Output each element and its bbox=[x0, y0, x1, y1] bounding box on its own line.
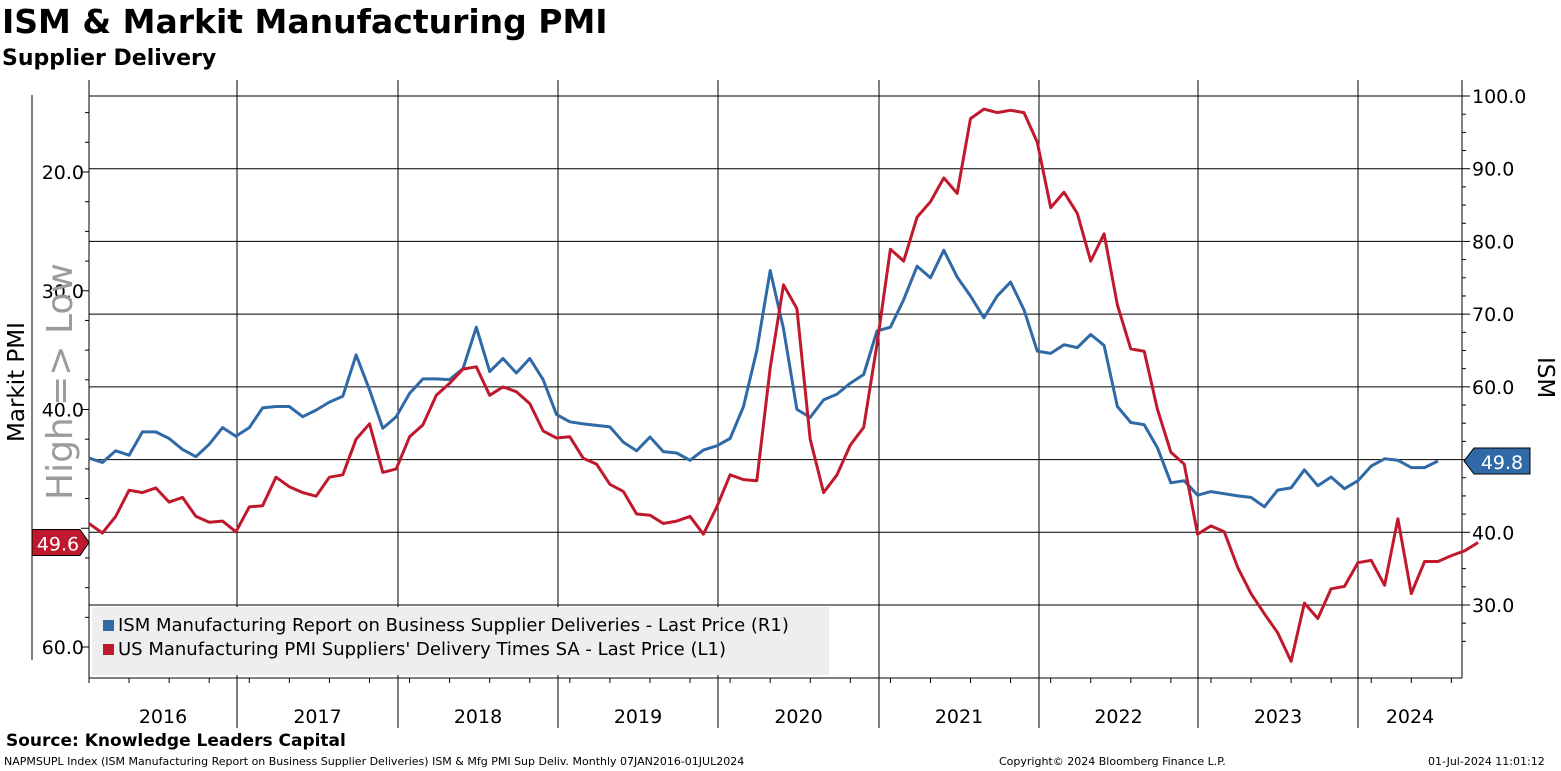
markit-legend-label: US Manufacturing PMI Suppliers' Delivery… bbox=[118, 639, 726, 660]
left-tick-label: 30.0 bbox=[42, 281, 84, 303]
right-tick-label: 40.0 bbox=[1472, 522, 1514, 544]
right-axis-label: ISM bbox=[1532, 357, 1558, 398]
source-note: Source: Knowledge Leaders Capital bbox=[6, 731, 346, 751]
left-tick-label: 20.0 bbox=[42, 162, 84, 184]
x-year-label: 2022 bbox=[1094, 706, 1142, 728]
markit-legend-swatch bbox=[103, 644, 114, 655]
right-tick-label: 100.0 bbox=[1472, 86, 1526, 108]
right-tick-label: 80.0 bbox=[1472, 231, 1514, 253]
markit-last-value-badge bbox=[31, 529, 90, 556]
left-tick-label: 60.0 bbox=[42, 637, 84, 659]
x-year-label: 2021 bbox=[935, 706, 983, 728]
right-tick-label: 30.0 bbox=[1472, 595, 1514, 617]
x-year-label: 2018 bbox=[454, 706, 502, 728]
ism-legend-label: ISM Manufacturing Report on Business Sup… bbox=[118, 615, 789, 636]
left-tick-label: 40.0 bbox=[42, 400, 84, 422]
x-year-label: 2016 bbox=[139, 706, 187, 728]
x-year-label: 2023 bbox=[1254, 706, 1302, 728]
markit-series-line bbox=[88, 107, 1479, 663]
legend-box bbox=[92, 607, 829, 675]
ism-last-value-text: 49.8 bbox=[1481, 452, 1523, 474]
x-year-label: 2024 bbox=[1386, 706, 1434, 728]
ism-series-line bbox=[88, 248, 1439, 509]
ism-legend-swatch bbox=[103, 620, 114, 631]
footer-timestamp: 01-Jul-2024 11:01:12 bbox=[1428, 755, 1545, 768]
right-tick-label: 70.0 bbox=[1472, 304, 1514, 326]
markit-last-value-text: 49.6 bbox=[37, 534, 79, 556]
right-tick-label: 60.0 bbox=[1472, 377, 1514, 399]
footer-copyright: Copyright© 2024 Bloomberg Finance L.P. bbox=[999, 755, 1226, 768]
chart-subtitle: Supplier Delivery bbox=[2, 46, 217, 71]
high-low-annotation: High => Low bbox=[40, 263, 81, 500]
x-year-label: 2019 bbox=[614, 706, 662, 728]
footer-index-description: NAPMSUPL Index (ISM Manufacturing Report… bbox=[4, 755, 745, 768]
x-year-label: 2017 bbox=[293, 706, 341, 728]
right-tick-label: 90.0 bbox=[1472, 159, 1514, 181]
left-axis-label: Markit PMI bbox=[4, 322, 30, 442]
x-year-label: 2020 bbox=[774, 706, 822, 728]
ism-last-value-badge bbox=[1463, 447, 1531, 475]
chart-title: ISM & Markit Manufacturing PMI bbox=[2, 2, 608, 41]
